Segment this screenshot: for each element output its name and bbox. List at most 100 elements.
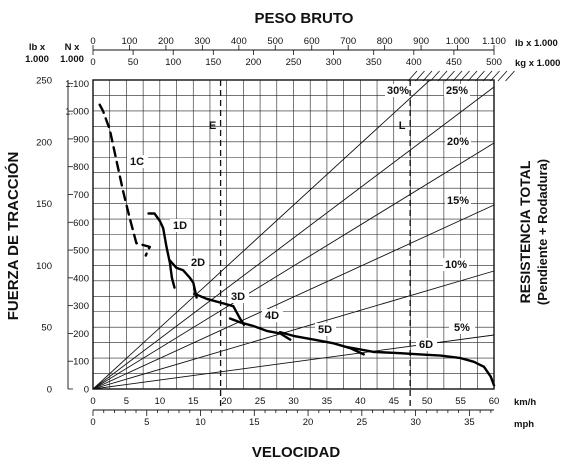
- gear-label-1D: 1D: [173, 220, 187, 232]
- x-tick-mph: 15: [249, 417, 260, 428]
- resistance-label-bg: [443, 258, 469, 271]
- resistance-label-15: 15%: [447, 195, 469, 207]
- resistance-label-bg: [444, 84, 470, 97]
- x-tick-mph: 5: [144, 417, 149, 428]
- gear-label-3D: 3D: [231, 291, 245, 303]
- y-axis-title: FUERZA DE TRACCIÓN: [4, 152, 22, 321]
- y-tick-n: 1.000: [65, 107, 89, 118]
- x-tick-kmh: 25: [255, 396, 266, 407]
- x-tick-mph: 0: [90, 417, 95, 428]
- top-tick-kg: 150: [205, 57, 221, 68]
- resistance-label-bg: [445, 194, 471, 207]
- resistance-label-bg: [449, 321, 475, 334]
- gear-label-6D: 6D: [419, 339, 433, 351]
- y-tick-lb: 250: [36, 76, 52, 87]
- y-tick-n: 600: [73, 218, 89, 229]
- top-tick-kg: 450: [446, 57, 462, 68]
- resistance-lines: 5% 10% 15% 20% 25% 30%: [92, 79, 495, 390]
- x-tick-kmh: 5: [124, 396, 129, 407]
- top-tick-lb: 400: [231, 36, 247, 47]
- y-tick-lb: 150: [36, 199, 52, 210]
- x-tick-kmh: 45: [388, 396, 399, 407]
- tick-labels: 0 5 10 15 20 25 30 35 40 45 50 55 600 5 10 15 20 25 30 3505…: [36, 36, 506, 428]
- right-axis-title-1: RESISTENCIA TOTAL: [517, 160, 533, 303]
- gear-curve-6D: [345, 345, 496, 387]
- y-tick-n: 300: [73, 301, 89, 312]
- unit-bottom-upper: km/h: [514, 397, 536, 408]
- x-tick-mph: 10: [195, 417, 206, 428]
- resistance-line-25: [92, 86, 495, 390]
- y-tick-lb: 0: [47, 385, 52, 396]
- x-tick-mph: 30: [410, 417, 421, 428]
- plot-frame: [92, 79, 495, 390]
- x-tick-kmh: 50: [422, 396, 433, 407]
- y-tick-lb: 100: [36, 261, 52, 272]
- gear-curve-3D: [193, 292, 246, 326]
- top-tick-lb: 800: [377, 36, 393, 47]
- top-tick-kg: 200: [245, 57, 261, 68]
- y-tick-n: 400: [73, 273, 89, 284]
- hatch-line: [505, 70, 515, 82]
- top-tick-lb: 1.000: [446, 36, 470, 47]
- unit-top-upper: lb x 1.000: [515, 38, 558, 49]
- x-tick-kmh: 60: [489, 396, 500, 407]
- y-tick-n: 0: [84, 385, 89, 396]
- right-axis-title-2: (Pendiente + Rodadura): [535, 159, 550, 305]
- resistance-label-30: 30%: [387, 85, 409, 97]
- top-tick-kg: 0: [90, 57, 95, 68]
- x-tick-mph: 35: [464, 417, 475, 428]
- top-tick-kg: 300: [326, 57, 342, 68]
- resistance-label-bg: [445, 135, 471, 148]
- ref-label-L: L: [399, 120, 406, 132]
- top-tick-lb: 1.100: [482, 36, 506, 47]
- resistance-line-15: [92, 204, 495, 390]
- x-tick-kmh: 30: [288, 396, 299, 407]
- gear-label-bg: [228, 290, 249, 303]
- resistance-line-30: [92, 79, 431, 390]
- gear-label-bg: [188, 256, 209, 269]
- top-tick-lb: 0: [90, 36, 95, 47]
- y-tick-lb: 50: [41, 323, 52, 334]
- gear-label-2D: 2D: [191, 257, 205, 269]
- top-tick-kg: 100: [165, 57, 181, 68]
- unit-left-outer-1: lb x: [29, 42, 46, 53]
- y-tick-n: 200: [73, 329, 89, 340]
- gear-label-4D: 4D: [265, 310, 279, 322]
- y-tick-lb: 200: [36, 137, 52, 148]
- gear-curves: 1C 1D 2D 3D 4D 5D 6D: [98, 103, 496, 387]
- resistance-line-20: [92, 142, 495, 390]
- top-tick-lb: 100: [122, 36, 138, 47]
- top-tick-lb: 500: [267, 36, 283, 47]
- gear-curve-1D: [147, 212, 176, 289]
- gear-label-bg: [315, 323, 336, 336]
- resistance-label-bg: [385, 84, 411, 97]
- ref-label-E: E: [209, 120, 216, 132]
- top-tick-lb: 200: [158, 36, 174, 47]
- top-tick-kg: 500: [486, 57, 502, 68]
- gear-curve-4D: [228, 317, 292, 341]
- resistance-label-20: 20%: [447, 136, 469, 148]
- x-axis-title: VELOCIDAD: [252, 444, 341, 461]
- resistance-label-10: 10%: [445, 259, 467, 271]
- top-tick-kg: 400: [406, 57, 422, 68]
- gear-label-5D: 5D: [318, 324, 332, 336]
- top-tick-kg: 50: [128, 57, 139, 68]
- gear-curve-1C: [98, 103, 151, 257]
- x-tick-kmh: 0: [90, 396, 95, 407]
- x-tick-kmh: 10: [155, 396, 166, 407]
- x-tick-kmh: 40: [355, 396, 366, 407]
- y-tick-n: 900: [73, 134, 89, 145]
- y-tick-n: 1.100: [65, 79, 89, 90]
- chart-title: PESO BRUTO: [255, 10, 354, 27]
- x-tick-kmh: 35: [322, 396, 333, 407]
- x-tick-kmh: 20: [221, 396, 232, 407]
- y-tick-n: 700: [73, 190, 89, 201]
- y-tick-n: 100: [73, 357, 89, 368]
- unit-left-inner-2: 1.000: [60, 54, 84, 65]
- gear-label-bg: [170, 219, 191, 232]
- y-tick-n: 800: [73, 162, 89, 173]
- resistance-label-25: 25%: [446, 85, 468, 97]
- resistance-label-5: 5%: [454, 322, 470, 334]
